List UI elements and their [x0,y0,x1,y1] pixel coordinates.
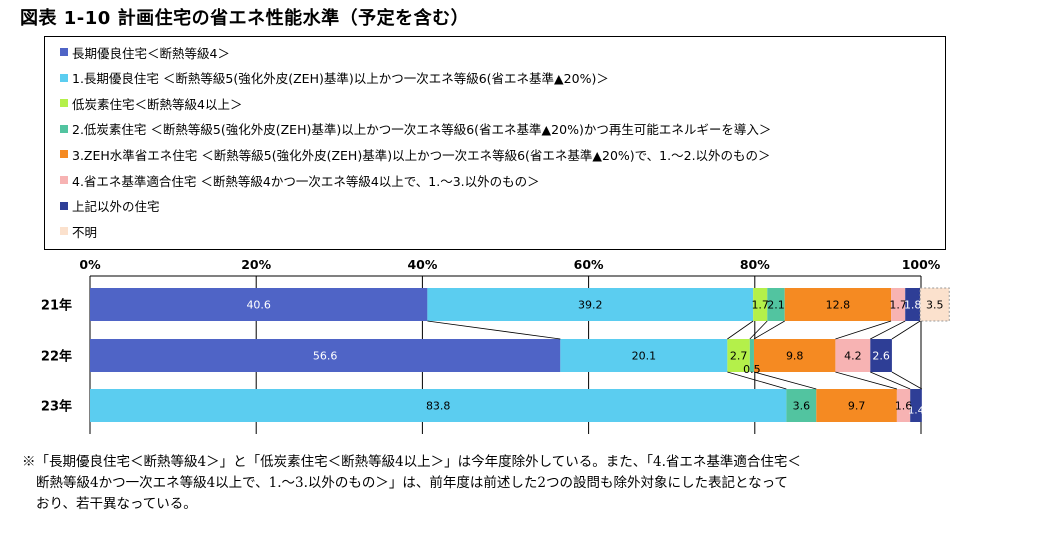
legend-swatch [60,99,68,108]
legend-item: 低炭素住宅＜断熱等級4以上＞ [60,93,242,113]
data-label: 1.7 [751,299,769,312]
data-label: 9.8 [786,350,804,363]
data-label: 1.6 [895,400,913,413]
category-label: 21年 [41,298,72,314]
bar-segment [919,287,950,322]
data-label: 4.2 [844,350,862,363]
data-label: 0.5 [743,363,761,376]
legend-item: 上記以外の住宅 [60,196,160,216]
bar-segment [816,389,897,422]
tick-label: 0% [79,257,101,272]
tick-label: 40% [407,257,437,272]
footnote: ※「長期優良住宅＜断熱等級4＞」と「低炭素住宅＜断熱等級4以上＞」は今年度除外し… [22,452,1032,515]
legend-label: 不明 [72,224,98,240]
legend-swatch [60,48,68,56]
series-connector [835,371,898,390]
tick-label: 100% [902,257,941,272]
series-connector [427,320,561,340]
data-label: 1.8 [904,299,922,312]
legend-item: 4.省エネ基準適合住宅 ＜断熱等級4かつ一次エネ等級4以上で、1.～3.以外のも… [60,170,540,190]
series-connector [891,371,923,390]
tick-label: 20% [241,257,271,272]
legend-swatch [60,201,68,210]
bar-segment [896,389,911,422]
data-label: 39.2 [578,299,603,312]
bar-segment [891,288,906,321]
legend-label: 3.ZEH水準省エネ住宅 ＜断熱等級5(強化外皮(ZEH)基準)以上かつ一次エネ… [72,147,771,163]
bar-segment [90,339,561,372]
data-label: 20.1 [632,350,657,363]
legend-item: 2.低炭素住宅 ＜断熱等級5(強化外皮(ZEH)基準)以上かつ一次エネ等級6(省… [60,119,771,139]
series-connector [870,371,911,390]
series-connector [891,320,921,340]
series-connector [835,320,892,340]
bar-segment [427,288,754,321]
bar-segment [90,389,787,422]
legend: 長期優良住宅＜断熱等級4＞ 1.長期優良住宅 ＜断熱等級5(強化外皮(ZEH)基準… [44,36,946,250]
series-connector [727,320,754,340]
data-label: 2.7 [730,350,748,363]
series-connector [870,320,906,340]
bar-segment [767,288,785,321]
data-label: 1.4 [908,406,924,417]
footnote-line-2: 断熱等級4かつ一次エネ等級4以上で、1.～3.以外のもの＞」は、前年度は前述した… [36,475,788,491]
bar-segment [910,389,922,422]
series-connector [753,320,785,340]
data-label: 12.8 [826,299,851,312]
legend-item: 不明 [60,221,97,241]
series-connector [753,371,817,390]
bar-segment [784,288,892,321]
category-label: 22年 [41,349,72,365]
bar-segment [753,288,768,321]
data-label: 3.6 [793,400,811,413]
bar-segment [835,339,871,372]
category-label: 23年 [41,399,72,415]
legend-label: 1.長期優良住宅 ＜断熱等級5(強化外皮(ZEH)基準)以上かつ一次エネ等級6(… [72,71,609,87]
data-label: 2.1 [767,299,785,312]
bar-segment [786,389,817,422]
bar-segment [90,288,428,321]
legend-swatch [60,73,68,82]
series-connector [727,371,787,390]
chart-title: 図表 1-10 計画住宅の省エネ性能水準（予定を含む） [20,8,470,29]
legend-swatch [60,124,68,133]
footnote-line-3: おり、若干異なっている。 [36,496,197,512]
legend-label: 2.低炭素住宅 ＜断熱等級5(強化外皮(ZEH)基準)以上かつ一次エネ等級6(省… [72,122,772,138]
legend-label: 上記以外の住宅 [72,199,160,215]
legend-item: 長期優良住宅＜断熱等級4＞ [60,42,230,62]
data-label: 83.8 [426,400,451,413]
series-connector [749,320,768,340]
data-label: 40.6 [246,299,271,312]
bar-segment [905,288,921,321]
bar-segment [560,339,728,372]
legend-item: 3.ZEH水準省エネ住宅 ＜断熱等級5(強化外皮(ZEH)基準)以上かつ一次エネ… [60,144,771,164]
data-label: 1.7 [889,299,907,312]
bar-segment [727,339,750,372]
legend-item: 1.長期優良住宅 ＜断熱等級5(強化外皮(ZEH)基準)以上かつ一次エネ等級6(… [60,68,609,88]
legend-swatch [60,150,68,159]
legend-label: 長期優良住宅＜断熱等級4＞ [72,45,230,61]
bar-segment [870,339,892,372]
bar-segment [749,339,754,372]
tick-label: 60% [574,257,604,272]
data-label: 3.5 [926,299,944,312]
legend-label: 低炭素住宅＜断熱等級4以上＞ [72,96,243,112]
footnote-line-1: ※「長期優良住宅＜断熱等級4＞」と「低炭素住宅＜断熱等級4以上＞」は今年度除外し… [22,454,801,470]
legend-swatch [60,227,68,236]
data-label: 2.6 [872,350,890,363]
data-label: 56.6 [313,350,338,363]
legend-swatch [60,176,68,184]
data-label: 9.7 [848,400,866,413]
bar-segment [753,339,836,372]
legend-label: 4.省エネ基準適合住宅 ＜断熱等級4かつ一次エネ等級4以上で、1.～3.以外のも… [72,173,540,189]
tick-label: 80% [740,257,770,272]
